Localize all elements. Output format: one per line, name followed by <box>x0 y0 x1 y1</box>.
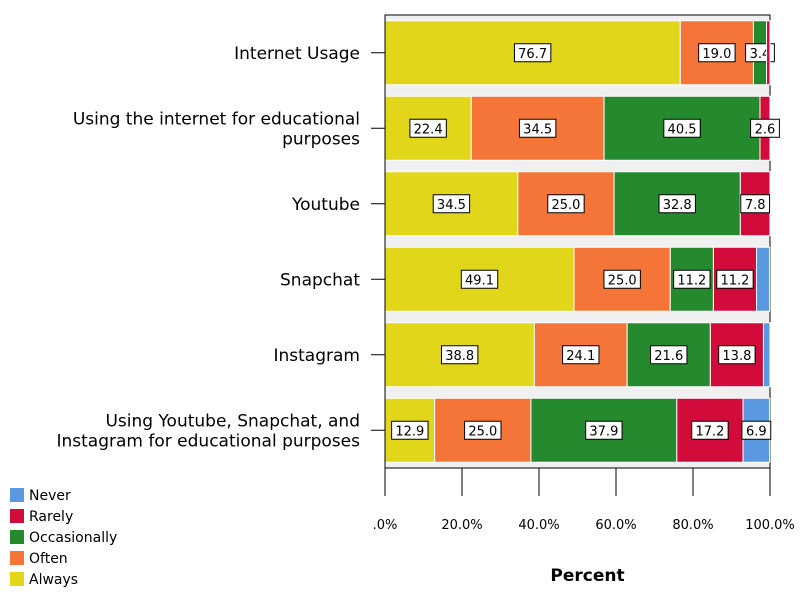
legend-swatch <box>10 509 24 523</box>
data-label: 34.5 <box>437 198 466 213</box>
category-label: Snapchat <box>280 270 360 290</box>
data-label-box <box>464 420 502 440</box>
data-label-box <box>391 420 429 440</box>
plot-area <box>384 14 771 469</box>
data-label: 32.8 <box>663 198 692 213</box>
data-label: 21.6 <box>654 349 683 364</box>
bar-segment <box>762 322 771 388</box>
data-label: 37.9 <box>589 424 618 439</box>
data-label-box <box>650 345 688 365</box>
x-tick-label: 100.0% <box>745 518 795 533</box>
bar-segment <box>756 246 771 312</box>
legend-swatch <box>10 572 24 586</box>
data-label: 25.0 <box>608 273 637 288</box>
data-label: 19.0 <box>702 47 731 62</box>
data-label: 11.2 <box>677 273 706 288</box>
data-label-box <box>440 345 479 365</box>
data-label: 7.8 <box>745 198 766 213</box>
category-label: Using the internet for educational <box>73 109 360 129</box>
data-label-box <box>663 118 701 138</box>
data-label: 3.4 <box>750 47 771 62</box>
legend-label: Occasionally <box>29 530 117 546</box>
data-label: 40.5 <box>668 122 697 137</box>
data-label-box <box>716 269 754 289</box>
category-label: Using Youtube, Snapchat, and <box>105 411 360 431</box>
category-label: Youtube <box>291 195 360 215</box>
data-label-box <box>718 345 756 365</box>
data-label: 24.1 <box>566 349 595 364</box>
category-label: Internet Usage <box>234 44 360 64</box>
x-axis-title: Percent <box>550 566 624 586</box>
data-label: 6.9 <box>746 424 767 439</box>
legend-label: Always <box>29 572 78 588</box>
x-tick-label: .0% <box>373 518 398 533</box>
data-label-box <box>547 194 585 214</box>
x-tick-label: 80.0% <box>672 518 713 533</box>
legend-label: Rarely <box>29 509 73 525</box>
category-label: purposes <box>282 129 360 149</box>
data-label: 17.2 <box>695 424 724 439</box>
data-label: 25.0 <box>551 198 580 213</box>
data-label: 12.9 <box>395 424 424 439</box>
data-label: 38.8 <box>445 349 474 364</box>
legend-label: Often <box>29 551 68 567</box>
x-tick-label: 60.0% <box>595 518 636 533</box>
data-label-box <box>658 194 696 214</box>
legend-swatch <box>10 551 24 565</box>
data-label-box <box>673 269 711 289</box>
legend-swatch <box>10 488 24 502</box>
data-label-box <box>603 269 641 289</box>
legend-swatch <box>10 530 24 544</box>
data-label-box <box>562 345 600 365</box>
data-label: 2.6 <box>755 122 776 137</box>
legend-label: Never <box>29 488 71 504</box>
data-label-box <box>691 420 729 440</box>
data-label: 34.5 <box>523 122 552 137</box>
data-label-box <box>513 43 552 63</box>
data-label: 76.7 <box>518 47 547 62</box>
category-label: Instagram for educational purposes <box>57 431 361 451</box>
data-label-box <box>585 420 623 440</box>
data-label-box <box>698 43 736 63</box>
data-label-box <box>741 420 772 440</box>
data-label-box <box>432 194 471 214</box>
data-label: 13.8 <box>722 349 751 364</box>
x-tick-label: 40.0% <box>518 518 559 533</box>
data-label: 49.1 <box>465 273 494 288</box>
data-label: 22.4 <box>414 122 443 137</box>
data-label: 25.0 <box>468 424 497 439</box>
data-label-box <box>750 118 780 138</box>
data-label-box <box>518 118 557 138</box>
x-tick-label: 20.0% <box>441 518 482 533</box>
data-label-box <box>409 118 447 138</box>
data-label: 11.2 <box>720 273 749 288</box>
data-label-box <box>740 194 771 214</box>
bar-segment <box>766 20 771 86</box>
data-label-box <box>460 269 499 289</box>
category-label: Instagram <box>274 346 361 366</box>
